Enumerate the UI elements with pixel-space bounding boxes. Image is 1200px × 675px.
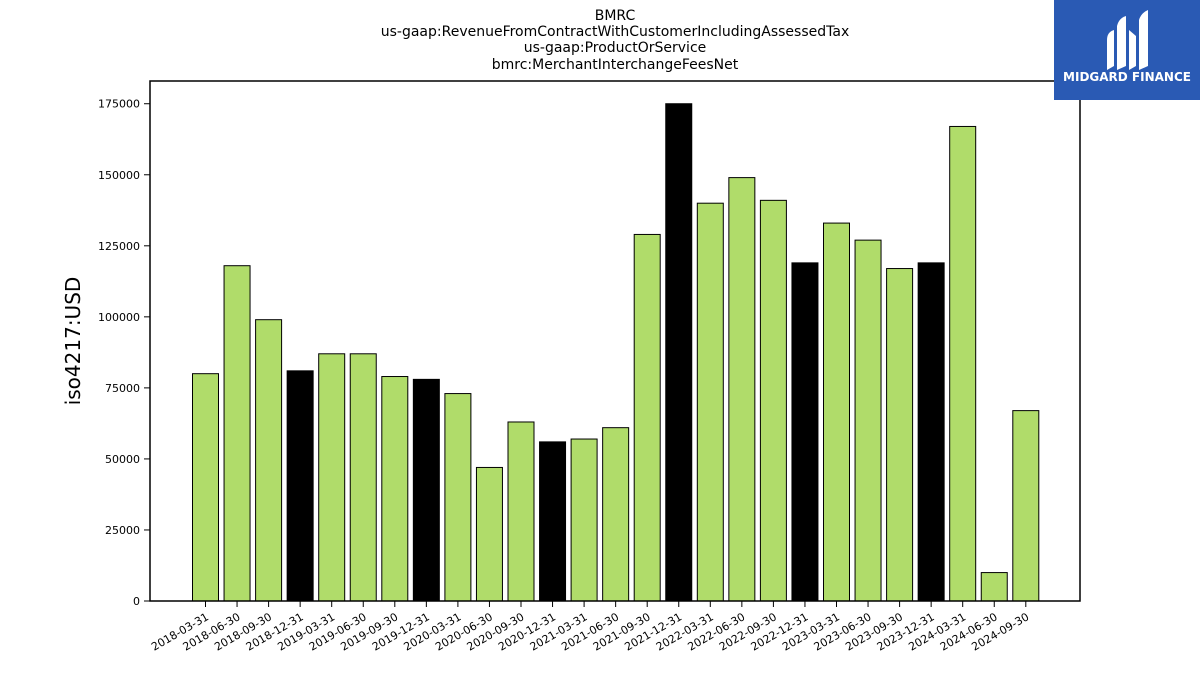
bar-2020-06-30 [475, 466, 503, 602]
y-axis-ticks: 0 25000 50000 75000 100000 125000 150000 175000 [98, 98, 150, 608]
title-line-2: us-gaap:RevenueFromContractWithCustomerI… [381, 24, 850, 40]
y-tick-label: 75000 [105, 382, 140, 395]
bar-2024-09-30 [1012, 410, 1040, 602]
midgard-logo-icon [1107, 10, 1148, 70]
y-tick-label: 150000 [98, 169, 140, 182]
title-line-1: BMRC [595, 8, 636, 24]
bar-2019-06-30 [349, 353, 377, 602]
y-tick-label: 175000 [98, 98, 140, 111]
bar-2018-12-31 [286, 370, 314, 602]
bar-2021-06-30 [602, 427, 630, 602]
bar-2018-03-31 [192, 373, 219, 602]
bar-2023-06-30 [854, 239, 882, 602]
title-line-3: us-gaap:ProductOrService [524, 40, 707, 56]
bar-2021-09-30 [633, 233, 661, 602]
title-line-4: bmrc:MerchantInterchangeFeesNet [492, 57, 739, 73]
y-axis-label: iso4217:USD [61, 277, 85, 406]
bar-2020-03-31 [444, 393, 472, 602]
bar-2019-12-31 [412, 378, 440, 602]
bar-series [192, 103, 1040, 602]
y-tick-label: 25000 [105, 524, 140, 537]
bar-2018-06-30 [223, 265, 251, 602]
bar-2021-03-31 [570, 438, 598, 602]
bar-2020-12-31 [539, 441, 567, 602]
bar-2019-09-30 [381, 376, 409, 602]
bar-2022-03-31 [696, 202, 724, 602]
logo: MIDGARD FINANCE [1054, 0, 1200, 100]
logo-text: MIDGARD FINANCE [1063, 70, 1191, 84]
bar-2023-12-31 [917, 262, 945, 602]
y-tick-label: 50000 [105, 453, 140, 466]
bar-2022-06-30 [728, 177, 756, 602]
y-tick-label: 0 [133, 595, 140, 608]
bar-2020-09-30 [507, 421, 535, 602]
bar-2022-09-30 [759, 199, 787, 602]
plot-frame [149, 80, 1081, 602]
bar-2021-12-31 [665, 103, 693, 602]
bar-2024-06-30 [980, 572, 1008, 602]
bar-2018-09-30 [255, 319, 283, 602]
bar-2024-03-31 [949, 125, 977, 602]
x-axis-ticks: 2018-03-312018-06-302018-09-302018-12-31… [149, 601, 1031, 654]
bar-2023-03-31 [823, 222, 850, 602]
y-tick-label: 125000 [98, 240, 140, 253]
chart-title: BMRC us-gaap:RevenueFromContractWithCust… [381, 8, 850, 73]
bar-2019-03-31 [318, 353, 346, 602]
y-tick-label: 100000 [98, 311, 140, 324]
bar-2023-09-30 [886, 268, 914, 602]
bar-2022-12-31 [791, 262, 819, 602]
logo-background [1054, 0, 1200, 100]
